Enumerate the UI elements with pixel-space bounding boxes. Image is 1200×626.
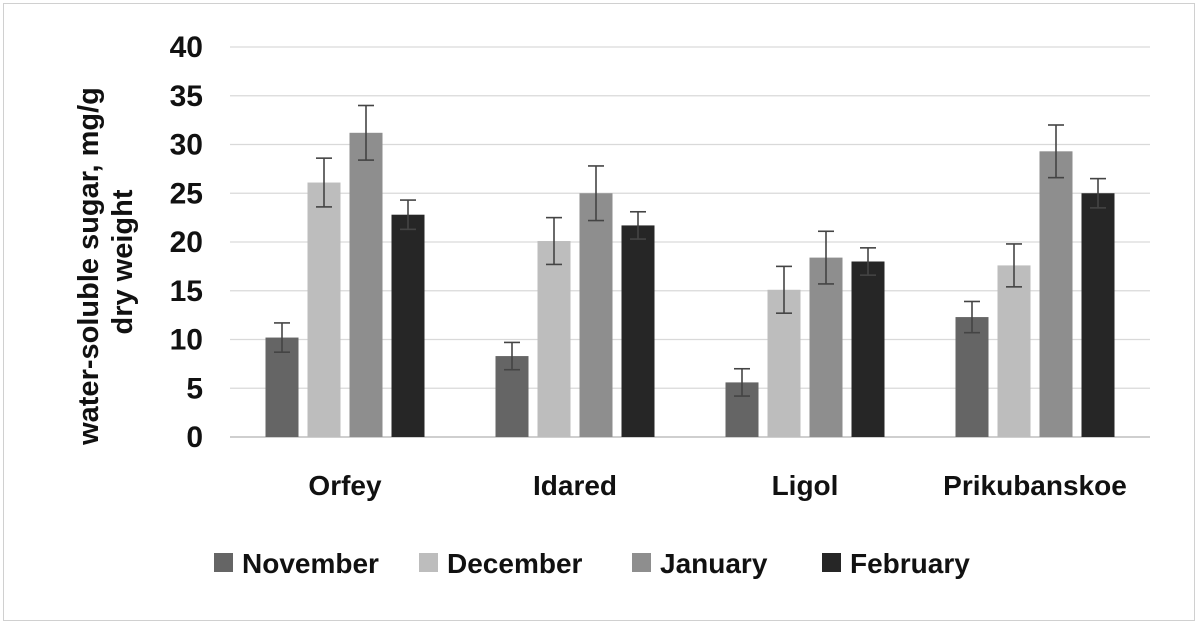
y-tick-label: 25 <box>170 177 203 210</box>
legend-swatch-january <box>632 553 651 572</box>
bar-february-ligol <box>851 261 885 437</box>
bar-february-idared <box>621 225 655 437</box>
y-tick-label: 10 <box>170 324 203 357</box>
x-axis-categories: Orfey Idared Ligol Prikubanskoe <box>308 470 1126 501</box>
bars <box>265 132 1115 438</box>
bar-january-prikubanskoe <box>1039 151 1073 437</box>
bar-december-idared <box>537 241 571 437</box>
legend-label-february: February <box>850 548 970 579</box>
y-tick-label: 40 <box>170 31 203 64</box>
legend-swatch-december <box>419 553 438 572</box>
bar-november-orfey <box>265 337 299 437</box>
category-label-prikubanskoe: Prikubanskoe <box>943 470 1127 501</box>
bar-december-prikubanskoe <box>997 265 1031 437</box>
bar-january-idared <box>579 193 613 437</box>
y-axis-title-line-1: water-soluble sugar, mg/g <box>73 87 105 446</box>
y-tick-label: 15 <box>170 275 203 308</box>
y-tick-label: 0 <box>186 421 203 454</box>
legend-label-november: November <box>242 548 379 579</box>
category-label-idared: Idared <box>533 470 617 501</box>
bar-february-prikubanskoe <box>1081 193 1115 437</box>
y-tick-label: 20 <box>170 226 203 259</box>
category-label-orfey: Orfey <box>308 470 382 501</box>
y-tick-label: 35 <box>170 80 203 113</box>
y-tick-label: 5 <box>186 372 203 405</box>
y-axis-title-line-2: dry weight <box>107 189 139 334</box>
y-tick-label: 30 <box>170 129 203 162</box>
legend: November December January February <box>214 548 970 579</box>
bar-january-orfey <box>349 132 383 438</box>
legend-label-january: January <box>660 548 768 579</box>
legend-swatch-february <box>822 553 841 572</box>
gridlines <box>230 46 1150 438</box>
category-label-ligol: Ligol <box>772 470 839 501</box>
bar-november-prikubanskoe <box>955 317 989 437</box>
error-bars <box>274 104 1106 397</box>
legend-swatch-november <box>214 553 233 572</box>
bar-december-orfey <box>307 182 341 437</box>
bar-february-orfey <box>391 214 425 437</box>
legend-label-december: December <box>447 548 583 579</box>
y-axis-ticks: 0 5 10 15 20 25 30 35 40 <box>170 31 203 454</box>
bar-january-ligol <box>809 257 843 437</box>
y-axis-title: water-soluble sugar, mg/g dry weight <box>73 79 139 446</box>
bar-december-ligol <box>767 289 801 437</box>
